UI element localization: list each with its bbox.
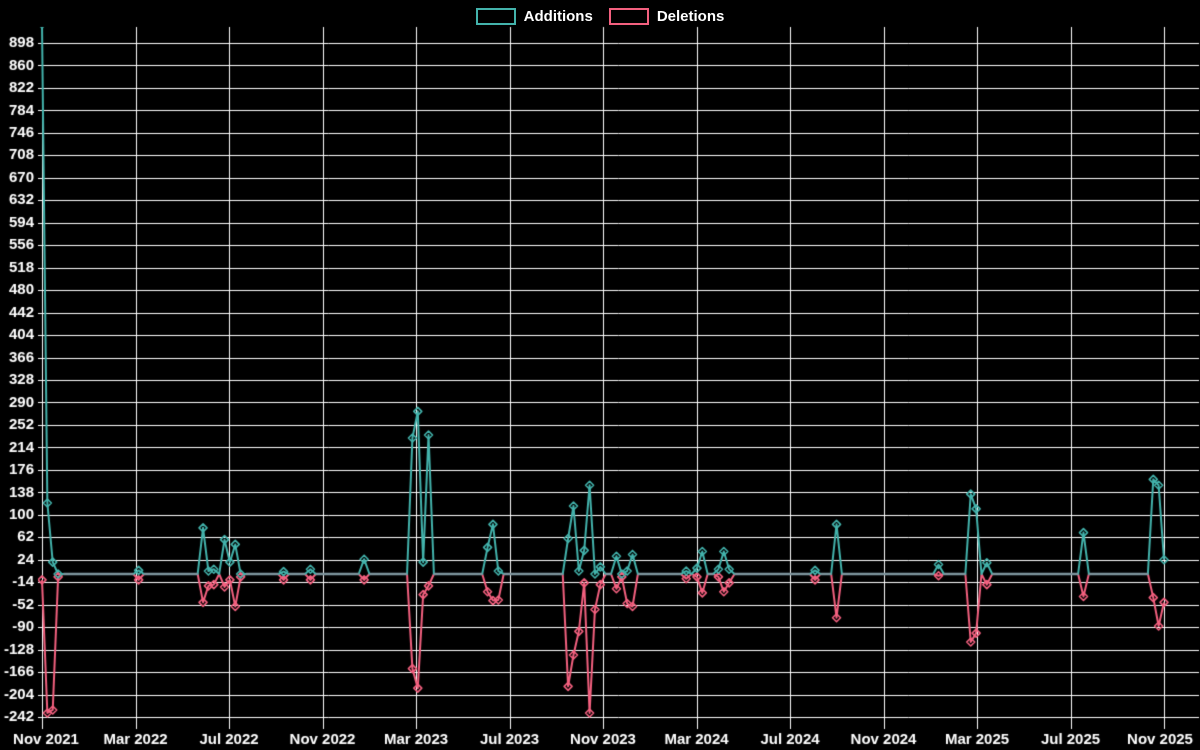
legend: Additions Deletions: [0, 4, 1200, 28]
legend-label-additions: Additions: [523, 7, 593, 25]
deletions-swatch-icon: [608, 7, 649, 25]
additions-swatch-icon: [475, 7, 516, 25]
legend-item-deletions[interactable]: Deletions: [608, 7, 725, 25]
legend-label-deletions: Deletions: [656, 7, 725, 25]
legend-item-additions[interactable]: Additions: [475, 7, 593, 25]
